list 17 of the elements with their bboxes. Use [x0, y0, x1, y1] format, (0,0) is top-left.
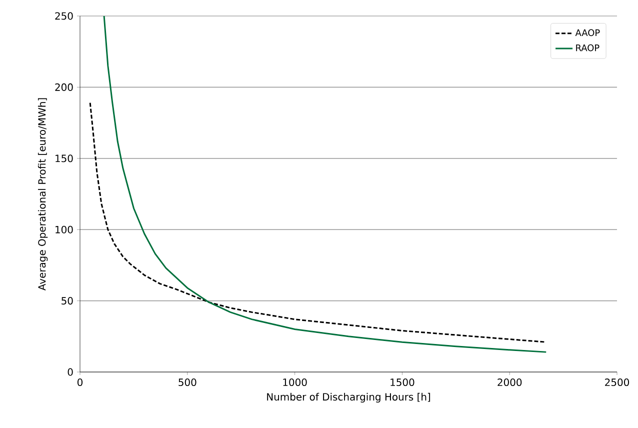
y-tick-label: 200	[55, 83, 73, 91]
y-axis-title: Average Operational Profit [euro/MWh]	[38, 98, 48, 290]
x-axis-title: Number of Discharging Hours [h]	[267, 392, 430, 403]
line-series	[103, 15, 547, 353]
legend-label: RAOP	[576, 44, 600, 52]
legend-label: AAOP	[575, 29, 600, 36]
x-tick-label: 2000	[498, 378, 522, 386]
x-tick-label: 500	[178, 378, 196, 386]
y-tick-label: 100	[56, 226, 73, 234]
x-tick-label: 2500	[605, 378, 630, 386]
y-tick-label: 0	[68, 368, 73, 376]
x-tick-label: 1500	[390, 378, 414, 386]
y-tick-label: 250	[55, 12, 73, 20]
y-tick-label: 50	[62, 297, 73, 305]
x-tick-label: 0	[77, 378, 83, 386]
y-tick-label: 150	[56, 154, 73, 162]
x-tick-label: 1000	[283, 378, 307, 386]
